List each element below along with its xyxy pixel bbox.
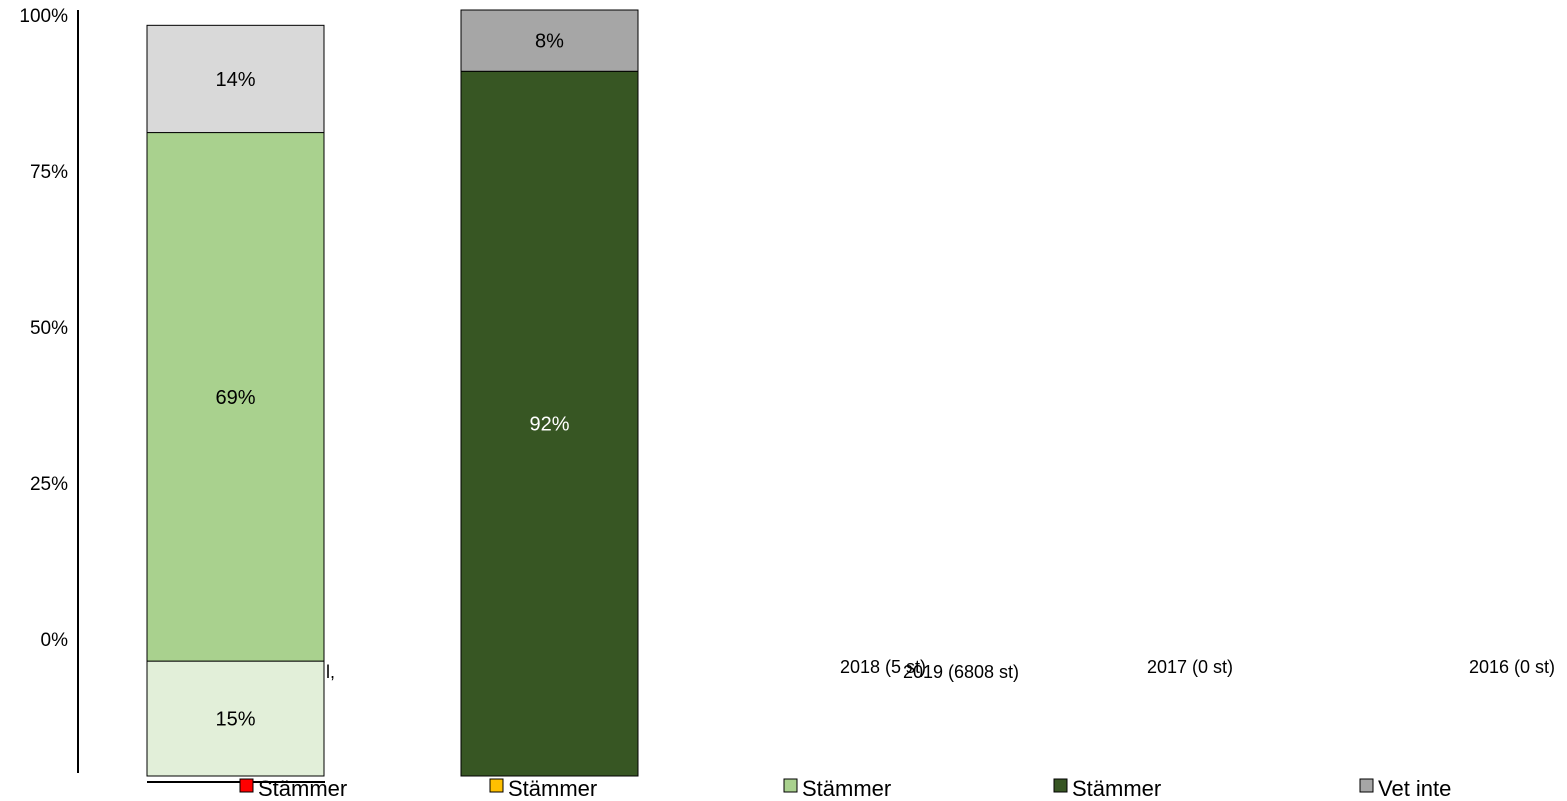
data-label: 92% xyxy=(529,414,569,436)
legend: Stämmer Stämmer Stämmer Stämmer Vet inte xyxy=(239,776,1451,801)
legend-swatch xyxy=(239,778,254,793)
bar-segment xyxy=(460,9,639,72)
data-label: 14% xyxy=(215,69,255,91)
data-label: 15% xyxy=(215,709,255,731)
bar-segment xyxy=(146,660,325,777)
bar-segment xyxy=(146,24,325,134)
legend-swatch xyxy=(1359,778,1374,793)
legend-label: Stämmer xyxy=(258,776,347,801)
legend-label: Stämmer xyxy=(1072,776,1161,801)
category-labels: 2019 (6808 st)2018 (5 st) 2017 (0 st) 2016… xyxy=(326,657,1555,682)
bar-segment xyxy=(460,70,639,777)
legend-label: Vet inte xyxy=(1378,776,1451,801)
legend-swatch xyxy=(783,778,798,793)
data-label: 8% xyxy=(535,31,564,53)
y-axis: 0% 25% 50% 75% 100% xyxy=(19,6,79,773)
category-label: 2018 (5 st) xyxy=(840,657,926,677)
data-label: 69% xyxy=(215,387,255,409)
y-tick-label: 25% xyxy=(30,474,68,495)
category-label-fragment: l, xyxy=(326,662,335,682)
y-tick-label: 50% xyxy=(30,318,68,339)
legend-label: Stämmer xyxy=(802,776,891,801)
y-tick-label: 100% xyxy=(19,6,68,27)
bar-segment xyxy=(146,132,325,662)
category-label: 2016 (0 st) xyxy=(1469,657,1555,677)
category-label: 2017 (0 st) xyxy=(1147,657,1233,677)
category-label: 2019 (6808 st) xyxy=(903,662,1019,682)
legend-swatch xyxy=(489,778,504,793)
y-tick-label: 0% xyxy=(41,630,69,651)
y-tick-label: 75% xyxy=(30,162,68,183)
legend-label: Stämmer xyxy=(508,776,597,801)
legend-swatch xyxy=(1053,778,1068,793)
bars: 15% 69% 14% 92% 8% xyxy=(146,9,639,783)
